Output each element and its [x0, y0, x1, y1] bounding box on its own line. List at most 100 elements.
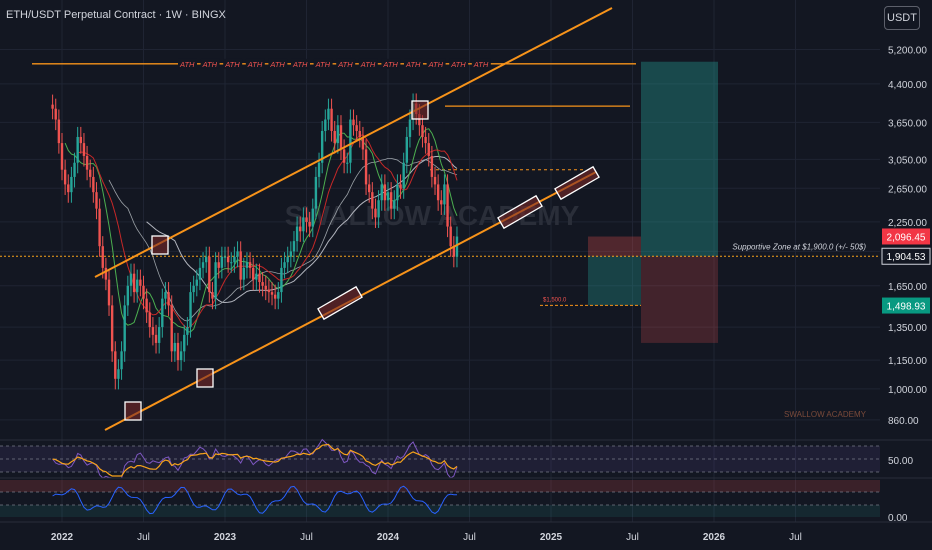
- candle-body: [214, 262, 217, 299]
- candle-body: [142, 285, 145, 299]
- candle-body: [189, 292, 192, 328]
- candle-body: [333, 130, 336, 144]
- candle-body: [73, 162, 76, 177]
- candle-body: [336, 125, 340, 144]
- rsi-value-label: 50.00: [888, 456, 913, 467]
- ath-label: ATH: [269, 60, 285, 69]
- ath-label-bg: [471, 58, 491, 69]
- candle-body: [255, 273, 258, 280]
- ath-label-bg: [404, 58, 423, 69]
- candle-body: [358, 130, 361, 137]
- candle-body: [239, 251, 242, 280]
- candle-body: [223, 256, 227, 258]
- y-tick-label: 2,650.00: [888, 184, 927, 195]
- candle-body: [70, 176, 73, 193]
- y-tick-label: 1,350.00: [888, 323, 927, 334]
- candle-body: [107, 279, 111, 306]
- candle-body: [421, 125, 424, 137]
- candle-body: [161, 298, 164, 328]
- x-tick-label: Jul: [626, 532, 639, 543]
- candle-body: [324, 119, 327, 131]
- candle-body: [264, 285, 267, 290]
- loss-fill: [588, 236, 641, 257]
- candle-body: [85, 155, 89, 170]
- candle-body: [330, 108, 333, 131]
- stoch-value-label: 0.00: [888, 513, 908, 524]
- candle-body: [252, 267, 255, 280]
- candle-body: [226, 256, 230, 263]
- price-label: 1,498.93: [887, 302, 926, 313]
- candle-body: [367, 184, 371, 193]
- y-tick-label: 1,650.00: [888, 282, 927, 293]
- stop-zone: [641, 256, 718, 343]
- stoch-lower-band: [0, 505, 880, 517]
- rsi-ma-line: [52, 443, 458, 477]
- candle-body: [201, 262, 205, 268]
- price-label-bg: [882, 297, 930, 314]
- candle-body: [393, 200, 396, 209]
- candle-body: [402, 162, 405, 189]
- touch-box: [124, 401, 142, 421]
- ath-label-bg: [178, 58, 197, 69]
- candle-body: [314, 176, 318, 209]
- candle-body: [280, 267, 283, 293]
- candle-body: [110, 305, 114, 352]
- candle-body: [92, 176, 95, 193]
- touch-box: [411, 100, 429, 120]
- ath-label-bg: [449, 58, 469, 69]
- channel-upper-line: [94, 7, 613, 278]
- candle-body: [51, 104, 54, 109]
- target-label: $1,500.0: [543, 297, 567, 303]
- ath-label: ATH: [450, 60, 466, 69]
- ath-label: ATH: [202, 60, 218, 69]
- candle-body: [317, 162, 321, 177]
- candle-body: [117, 369, 120, 379]
- price-label-bg: [882, 228, 930, 245]
- candle-body: [220, 256, 224, 268]
- candle-body: [364, 149, 368, 185]
- candle-body: [236, 251, 239, 257]
- x-tick-label: 2025: [540, 532, 563, 543]
- y-tick-label: 5,200.00: [888, 45, 927, 56]
- ath-label: ATH: [224, 60, 240, 69]
- candle-body: [408, 119, 412, 137]
- candle-body: [377, 200, 380, 218]
- price-axis: [880, 0, 932, 550]
- candle-body: [433, 176, 437, 185]
- ath-label: ATH: [473, 60, 489, 69]
- x-tick-label: Jul: [300, 532, 313, 543]
- candle-body: [374, 208, 377, 218]
- y-tick-label: 860.00: [888, 416, 919, 427]
- candle-body: [79, 136, 83, 144]
- currency-button[interactable]: USDT: [884, 6, 920, 30]
- stoch-upper-band: [0, 480, 880, 492]
- ma-100-line: [108, 158, 458, 322]
- ma-200-line: [146, 155, 458, 304]
- candle-body: [283, 262, 286, 268]
- price-label: 2,096.45: [887, 232, 926, 243]
- candle-body: [154, 334, 158, 343]
- candle-body: [455, 236, 459, 257]
- touch-box: [497, 194, 543, 230]
- ath-label: ATH: [405, 60, 421, 69]
- candle-body: [57, 119, 61, 144]
- candle-body: [277, 292, 280, 299]
- candle-body: [261, 282, 264, 286]
- candle-body: [136, 279, 139, 293]
- candle-body: [89, 169, 92, 177]
- ath-label-bg: [313, 58, 333, 69]
- candle-body: [148, 312, 151, 328]
- ath-label-bg: [245, 58, 265, 69]
- candle-body: [355, 125, 358, 131]
- candle-body: [430, 155, 434, 177]
- candle-body: [67, 184, 70, 193]
- candle-body: [233, 256, 236, 263]
- ath-label: ATH: [179, 60, 195, 69]
- candle-body: [157, 327, 161, 343]
- ma-red-line: [77, 134, 458, 329]
- candle-body: [383, 184, 387, 201]
- ath-label-bg: [268, 58, 288, 69]
- candle-body: [60, 143, 64, 170]
- y-tick-label: 1,150.00: [888, 356, 927, 367]
